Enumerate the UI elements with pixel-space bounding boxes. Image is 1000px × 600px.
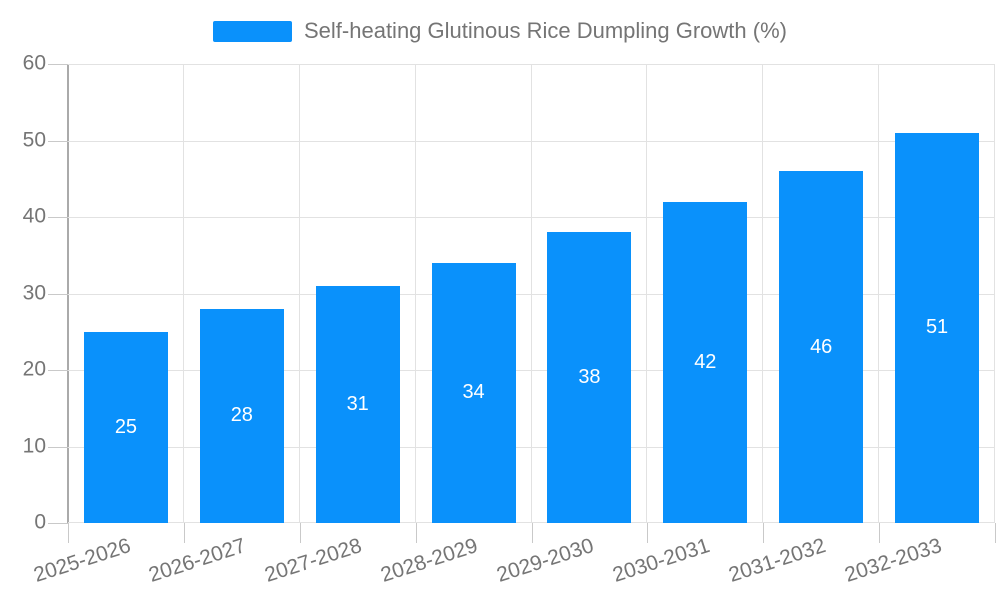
bar-2027-2028[interactable]: 31 <box>315 285 400 523</box>
x-axis-tick <box>531 523 533 543</box>
bar-value-label: 28 <box>230 404 253 427</box>
gridline-vertical <box>646 64 648 523</box>
bar-2029-2030[interactable]: 38 <box>547 232 632 523</box>
gridline-horizontal <box>68 140 995 142</box>
bar-2028-2029[interactable]: 34 <box>431 262 516 523</box>
x-axis-tick <box>415 523 417 543</box>
legend-swatch <box>213 20 292 42</box>
gridline-vertical <box>530 64 532 523</box>
y-axis-tick <box>48 64 68 65</box>
x-axis-tick <box>995 523 996 543</box>
x-axis-category-label: 2030-2031 <box>609 534 713 587</box>
bar-value-label: 46 <box>810 335 833 358</box>
bar-value-label: 38 <box>578 366 601 389</box>
gridline-horizontal <box>68 217 995 218</box>
y-axis-tick <box>48 140 68 142</box>
x-axis-tick <box>879 523 881 543</box>
gridline-vertical <box>414 64 416 523</box>
bar-2031-2032[interactable]: 46 <box>779 171 864 523</box>
bar-2025-2026[interactable]: 25 <box>83 331 168 523</box>
x-axis-category-label: 2026-2027 <box>146 534 249 587</box>
legend-label: Self-heating Glutinous Rice Dumpling Gro… <box>304 18 787 43</box>
x-axis-category-label: 2028-2029 <box>378 534 481 587</box>
x-axis-category-label: 2029-2030 <box>493 534 597 587</box>
gridline-vertical <box>182 64 184 523</box>
bar-value-label: 42 <box>694 350 717 373</box>
y-axis-tick-label: 20 <box>22 357 46 381</box>
y-axis-tick-label: 10 <box>22 434 46 458</box>
bar-value-label: 34 <box>462 381 485 404</box>
gridline-horizontal <box>68 446 995 448</box>
y-axis-tick <box>48 446 68 448</box>
x-axis-category-label: 2027-2028 <box>262 534 365 587</box>
x-axis-category-label: 2031-2032 <box>725 534 829 587</box>
y-axis-tick <box>48 523 68 524</box>
x-axis-category-label: 2032-2033 <box>841 534 945 587</box>
bar-value-label: 51 <box>925 316 949 339</box>
gridline-vertical <box>994 64 995 523</box>
x-axis-category-label: 2025-2026 <box>30 534 134 587</box>
y-axis-tick <box>48 293 68 295</box>
gridline-vertical <box>298 64 300 523</box>
bar-2026-2027[interactable]: 28 <box>199 308 284 523</box>
legend-item[interactable]: Self-heating Glutinous Rice Dumpling Gro… <box>0 18 1000 44</box>
gridline-vertical <box>878 64 880 523</box>
y-axis-tick <box>48 217 68 218</box>
gridline-horizontal <box>68 64 995 65</box>
x-axis-tick <box>763 523 765 543</box>
bar-value-label: 31 <box>346 392 369 415</box>
gridline-horizontal <box>68 522 995 523</box>
y-axis-tick-label: 50 <box>22 128 46 152</box>
y-axis-tick-label: 60 <box>22 51 46 75</box>
bar-2030-2031[interactable]: 42 <box>663 201 748 523</box>
plot-area: 25 28 31 34 38 42 46 51 <box>68 64 995 523</box>
y-axis-tick <box>48 370 68 371</box>
y-axis-tick-label: 30 <box>22 281 46 305</box>
y-axis-tick-label: 40 <box>22 204 46 228</box>
gridline-horizontal <box>68 293 995 295</box>
bar-2032-2033[interactable]: 51 <box>895 132 980 523</box>
gridline-horizontal <box>68 370 995 371</box>
y-axis-tick-label: 0 <box>34 510 46 534</box>
x-axis-tick <box>299 523 301 543</box>
x-axis-tick <box>183 523 185 543</box>
gridline-vertical <box>762 64 764 523</box>
x-axis-tick <box>647 523 649 543</box>
x-axis-tick <box>68 523 69 543</box>
bar-value-label: 25 <box>114 415 138 438</box>
